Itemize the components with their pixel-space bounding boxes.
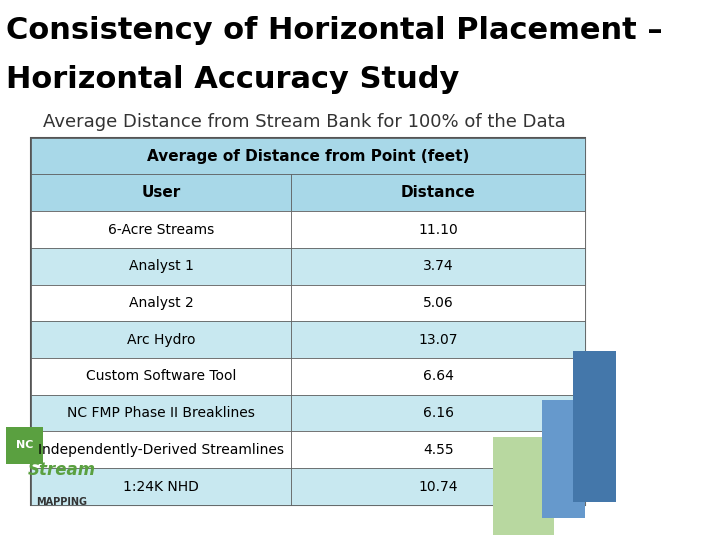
Text: 5.06: 5.06 bbox=[423, 296, 454, 310]
Text: Consistency of Horizontal Placement –: Consistency of Horizontal Placement – bbox=[6, 16, 663, 45]
FancyBboxPatch shape bbox=[31, 248, 292, 285]
FancyBboxPatch shape bbox=[31, 358, 292, 395]
Text: Horizontal Accuracy Study: Horizontal Accuracy Study bbox=[6, 65, 459, 94]
FancyBboxPatch shape bbox=[292, 248, 585, 285]
FancyBboxPatch shape bbox=[292, 395, 585, 431]
Text: MAPPING: MAPPING bbox=[36, 497, 87, 507]
FancyBboxPatch shape bbox=[292, 321, 585, 358]
Text: 6-Acre Streams: 6-Acre Streams bbox=[108, 222, 214, 237]
Text: Analyst 2: Analyst 2 bbox=[129, 296, 194, 310]
Text: NC: NC bbox=[16, 441, 33, 450]
Text: 1:24K NHD: 1:24K NHD bbox=[123, 480, 199, 494]
Text: Arc Hydro: Arc Hydro bbox=[127, 333, 195, 347]
Text: Average Distance from Stream Bank for 100% of the Data: Average Distance from Stream Bank for 10… bbox=[43, 113, 566, 131]
FancyBboxPatch shape bbox=[572, 351, 616, 502]
FancyBboxPatch shape bbox=[31, 138, 585, 174]
FancyBboxPatch shape bbox=[31, 431, 292, 468]
Text: Average of Distance from Point (feet): Average of Distance from Point (feet) bbox=[147, 148, 469, 164]
Text: 11.10: 11.10 bbox=[418, 222, 458, 237]
Text: User: User bbox=[141, 185, 181, 200]
FancyBboxPatch shape bbox=[292, 431, 585, 468]
FancyBboxPatch shape bbox=[31, 211, 292, 248]
FancyBboxPatch shape bbox=[31, 468, 292, 505]
Text: Custom Software Tool: Custom Software Tool bbox=[86, 369, 236, 383]
Text: Stream: Stream bbox=[27, 461, 96, 479]
FancyBboxPatch shape bbox=[292, 211, 585, 248]
Text: 10.74: 10.74 bbox=[418, 480, 458, 494]
Text: NC FMP Phase II Breaklines: NC FMP Phase II Breaklines bbox=[67, 406, 255, 420]
FancyBboxPatch shape bbox=[31, 174, 292, 211]
Text: Analyst 1: Analyst 1 bbox=[129, 259, 194, 273]
FancyBboxPatch shape bbox=[31, 321, 292, 358]
FancyBboxPatch shape bbox=[31, 285, 292, 321]
Text: 4.55: 4.55 bbox=[423, 443, 454, 457]
Text: 13.07: 13.07 bbox=[418, 333, 458, 347]
FancyBboxPatch shape bbox=[292, 174, 585, 211]
FancyBboxPatch shape bbox=[6, 427, 43, 464]
FancyBboxPatch shape bbox=[292, 468, 585, 505]
Text: Distance: Distance bbox=[401, 185, 475, 200]
FancyBboxPatch shape bbox=[31, 395, 292, 431]
Text: 6.16: 6.16 bbox=[423, 406, 454, 420]
Text: 6.64: 6.64 bbox=[423, 369, 454, 383]
FancyBboxPatch shape bbox=[492, 437, 554, 535]
FancyBboxPatch shape bbox=[292, 285, 585, 321]
Text: Independently-Derived Streamlines: Independently-Derived Streamlines bbox=[38, 443, 284, 457]
FancyBboxPatch shape bbox=[542, 400, 585, 518]
Text: 3.74: 3.74 bbox=[423, 259, 454, 273]
FancyBboxPatch shape bbox=[292, 358, 585, 395]
